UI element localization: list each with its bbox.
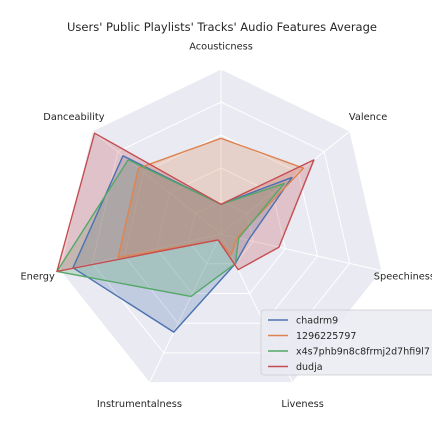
chart-title: Users' Public Playlists' Tracks' Audio F…: [67, 20, 377, 34]
legend-entry-label: 1296225797: [296, 331, 356, 342]
axis-label: Instrumentalness: [97, 399, 182, 410]
axis-label: Liveness: [281, 399, 323, 410]
legend-entry-label: x4s7phb9n8c8frmj2d7hfi9l7: [296, 347, 430, 358]
axis-label: Acousticness: [189, 41, 253, 52]
axis-label: Speechiness: [374, 271, 432, 282]
axis-label: Energy: [20, 271, 55, 282]
legend: chadrm9 1296225797 x4s7phb9n8c8frmj2d7hfi9…: [261, 310, 432, 375]
legend-entry-label: dudja: [296, 362, 323, 373]
axis-label: Valence: [349, 112, 387, 123]
legend-entry-label: chadrm9: [296, 316, 338, 327]
axis-label: Danceability: [43, 112, 104, 123]
